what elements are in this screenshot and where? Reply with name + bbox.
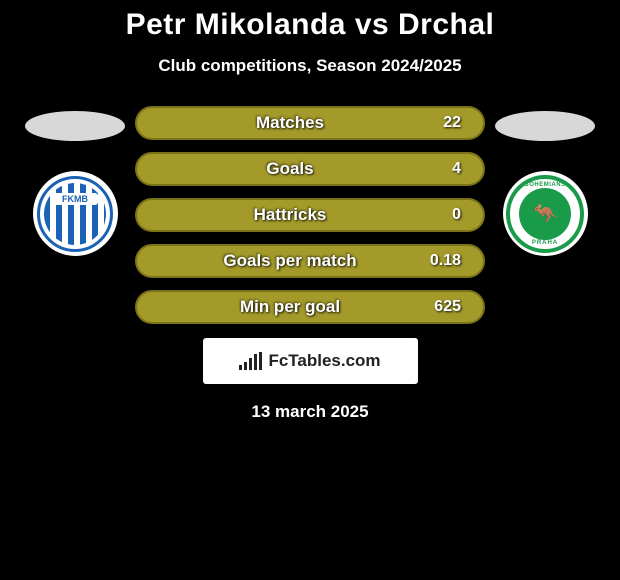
- page-title: Petr Mikolanda vs Drchal: [0, 8, 620, 42]
- stat-value: 0.18: [421, 252, 461, 270]
- club-right-bottom: PRAHA: [510, 240, 580, 246]
- stat-label: Matches: [159, 113, 421, 133]
- player-right-placeholder: [495, 111, 595, 141]
- date-label: 13 march 2025: [0, 402, 620, 422]
- page-subtitle: Club competitions, Season 2024/2025: [0, 56, 620, 76]
- stat-bar: Hattricks0: [135, 198, 485, 232]
- logo-box: FcTables.com: [203, 338, 418, 384]
- club-right-top: BOHEMIANS: [510, 182, 580, 188]
- stat-value: 625: [421, 298, 461, 316]
- stat-bar: Goals4: [135, 152, 485, 186]
- stat-label: Goals: [159, 159, 421, 179]
- stat-value: 0: [421, 206, 461, 224]
- stat-bar: Matches22: [135, 106, 485, 140]
- right-col: BOHEMIANS 🦘 PRAHA: [495, 106, 595, 256]
- logo-bars-icon: [239, 352, 262, 370]
- stat-label: Min per goal: [159, 297, 421, 317]
- club-badge-left: FKMB: [33, 171, 118, 256]
- stat-bar: Goals per match0.18: [135, 244, 485, 278]
- content-row: FKMB Matches22 Goals4 Hattricks0 Goals per …: [0, 106, 620, 324]
- club-left-label: FKMB: [52, 193, 98, 205]
- kangaroo-icon: 🦘: [533, 201, 558, 226]
- stats-col: Matches22 Goals4 Hattricks0 Goals per match…: [135, 106, 485, 324]
- stat-label: Goals per match: [159, 251, 421, 271]
- stat-value: 4: [421, 160, 461, 178]
- logo-text: FcTables.com: [268, 351, 380, 371]
- stat-bar: Min per goal625: [135, 290, 485, 324]
- club-badge-right: BOHEMIANS 🦘 PRAHA: [503, 171, 588, 256]
- stat-value: 22: [421, 114, 461, 132]
- stat-label: Hattricks: [159, 205, 421, 225]
- player-left-placeholder: [25, 111, 125, 141]
- left-col: FKMB: [25, 106, 125, 256]
